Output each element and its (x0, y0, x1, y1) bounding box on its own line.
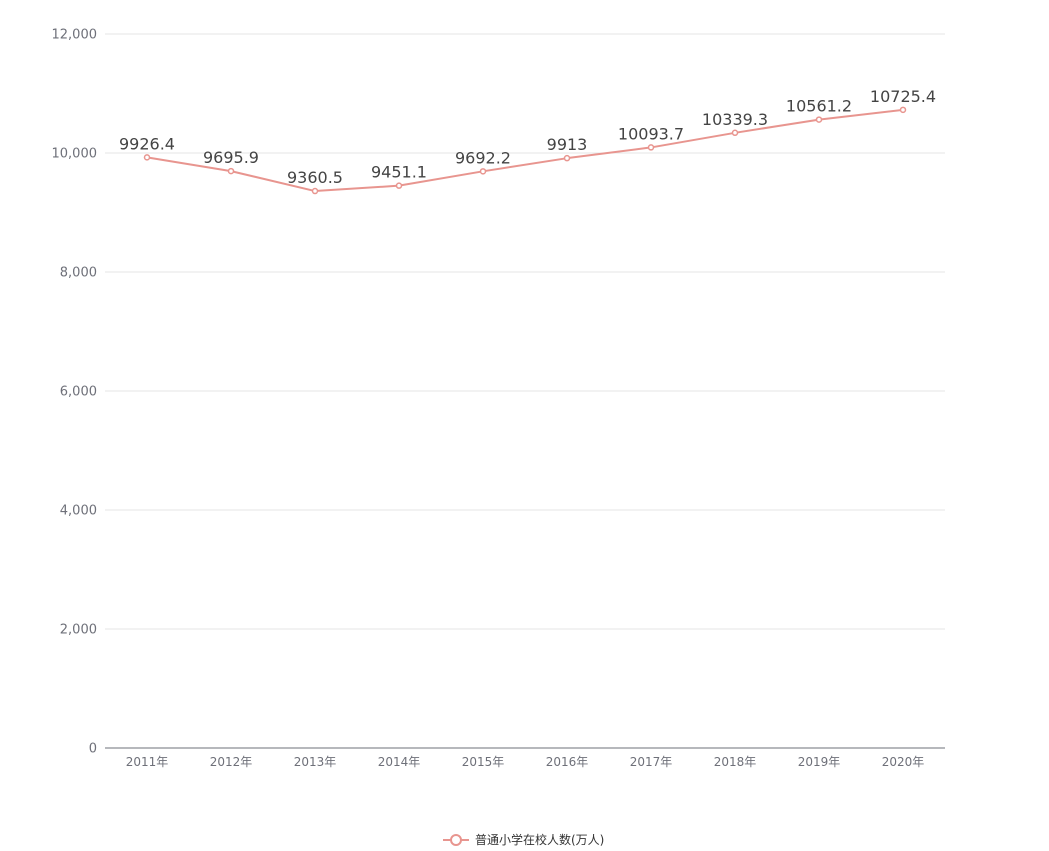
x-tick-label: 2013年 (294, 755, 337, 769)
y-tick-label: 12,000 (52, 28, 98, 43)
data-label: 9692.2 (455, 148, 511, 167)
data-point[interactable] (479, 168, 487, 175)
data-label: 10725.4 (870, 87, 936, 106)
data-point[interactable] (731, 129, 739, 137)
data-point[interactable] (395, 182, 403, 189)
data-point[interactable] (647, 144, 655, 151)
data-point[interactable] (899, 106, 907, 114)
x-tick-label: 2017年 (630, 755, 673, 769)
x-tick-label: 2019年 (798, 755, 841, 769)
legend[interactable]: 普通小学在校人数(万人) (443, 832, 604, 847)
data-label: 9360.5 (287, 168, 343, 187)
data-label: 10561.2 (786, 97, 852, 116)
data-label: 10093.7 (618, 124, 684, 143)
legend-label: 普通小学在校人数(万人) (475, 832, 604, 847)
y-tick-label: 10,000 (52, 147, 98, 162)
series-layer: 9926.4 9695.9 9360.5 9451.1 9692.2 9913 10093.… (119, 87, 936, 195)
x-axis-tick-labels: 2011年 2012年 2013年 2014年 2015年 2016年 2017年 2018年… (126, 755, 925, 769)
x-tick-label: 2012年 (210, 755, 253, 769)
legend-marker-icon (450, 834, 462, 846)
data-point[interactable] (563, 154, 571, 162)
x-tick-label: 2016年 (546, 755, 589, 769)
data-label: 9451.1 (371, 163, 427, 182)
x-tick-label: 2015年 (462, 755, 505, 769)
data-point[interactable] (227, 167, 235, 175)
data-label: 9913 (547, 135, 588, 154)
y-tick-label: 0 (89, 742, 97, 757)
x-tick-label: 2018年 (714, 755, 757, 769)
x-tick-label: 2014年 (378, 755, 421, 769)
y-tick-label: 2,000 (60, 623, 97, 638)
data-point[interactable] (311, 187, 319, 195)
grid-lines (105, 33, 945, 630)
x-tick-label: 2020年 (882, 755, 925, 769)
y-tick-label: 4,000 (60, 504, 97, 519)
y-axis-tick-labels: 0 2,000 4,000 6,000 8,000 10,000 12,000 (52, 28, 98, 757)
y-tick-label: 8,000 (60, 266, 97, 281)
data-point[interactable] (815, 116, 823, 123)
y-tick-label: 6,000 (60, 385, 97, 400)
data-label: 9695.9 (203, 148, 259, 167)
data-label: 10339.3 (702, 110, 768, 129)
data-label: 9926.4 (119, 134, 175, 153)
data-point[interactable] (143, 154, 151, 161)
x-tick-label: 2011年 (126, 755, 169, 769)
series-line (146, 108, 904, 193)
